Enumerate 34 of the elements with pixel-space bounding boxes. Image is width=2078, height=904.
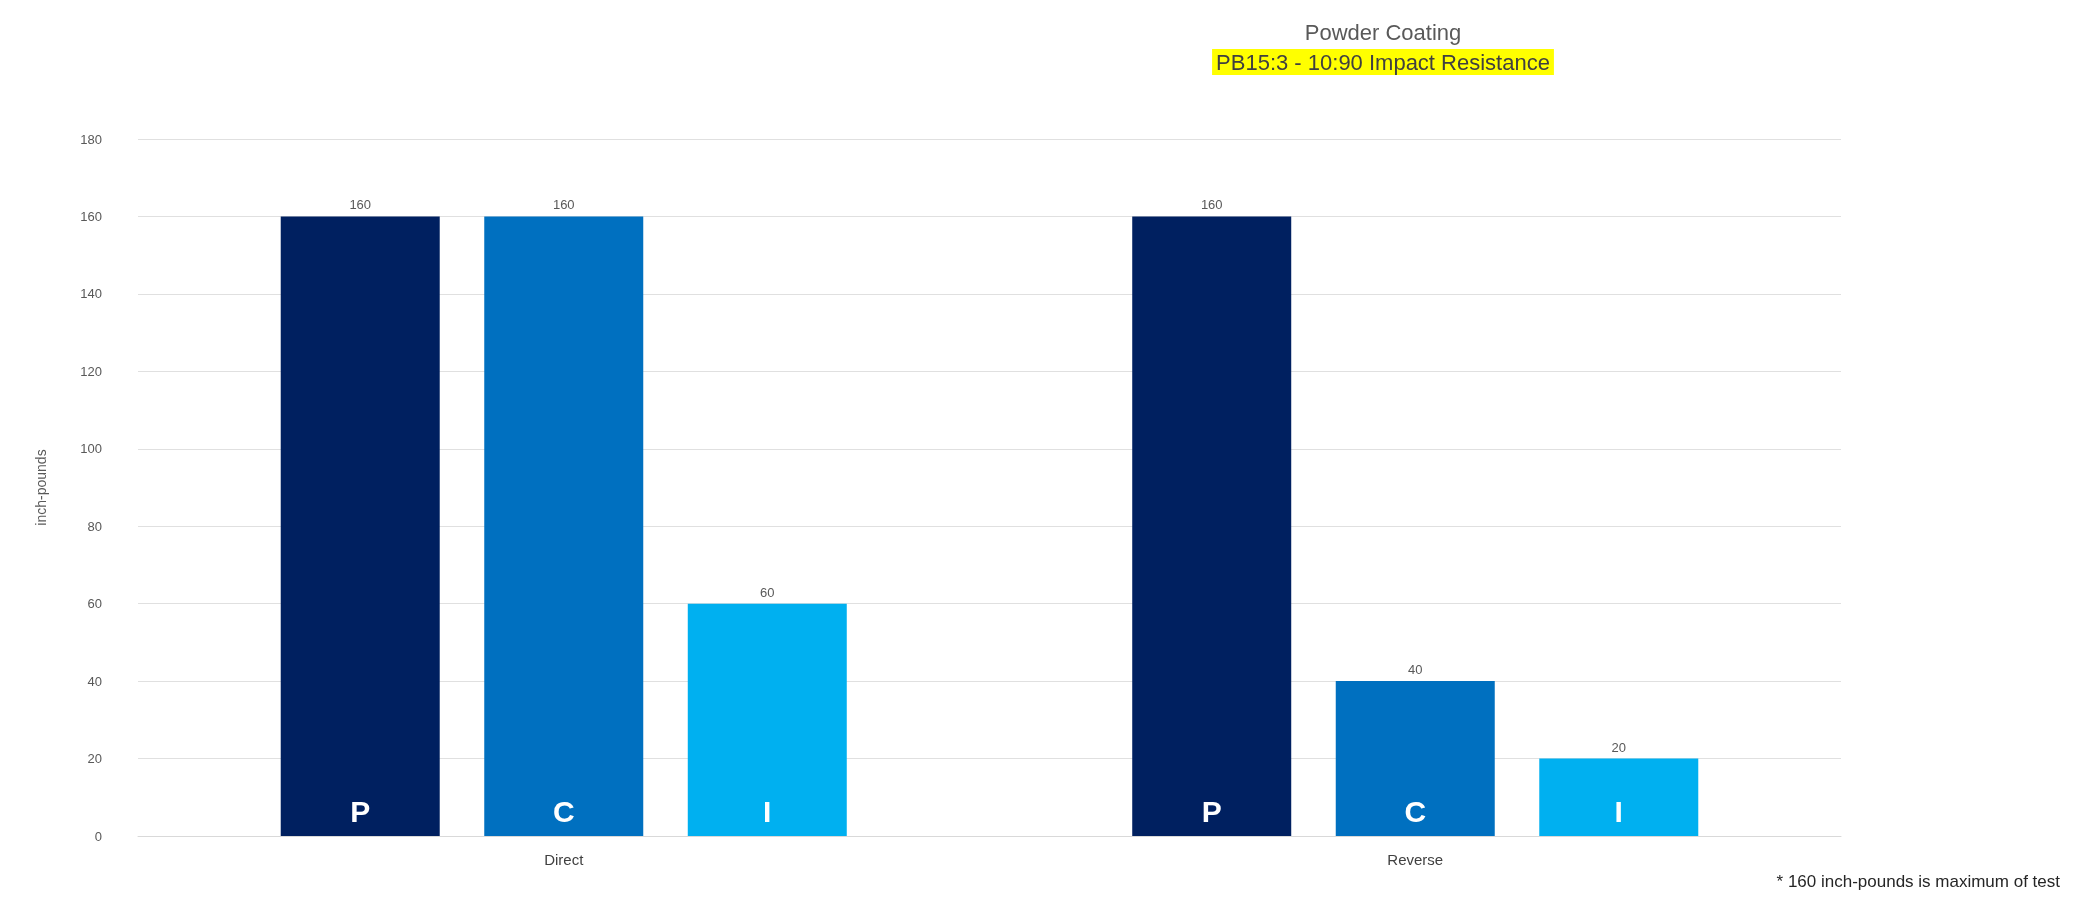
chart-title: Powder Coating <box>1304 19 1462 45</box>
data-label: 60 <box>760 584 775 600</box>
data-label: 160 <box>349 197 372 213</box>
x-tick-label: Reverse <box>1387 851 1444 868</box>
bar <box>1539 758 1699 836</box>
y-tick-label: 80 <box>87 518 102 534</box>
series-label: C <box>552 794 575 828</box>
text: P <box>1201 794 1222 828</box>
series-label: P <box>350 794 371 828</box>
x-tick-label: Direct <box>544 851 585 868</box>
series-label: I <box>763 794 772 828</box>
data-label: 20 <box>1611 739 1626 755</box>
y-axis-title: inch-pounds <box>33 449 49 526</box>
y-tick-label: 120 <box>80 363 102 379</box>
data-label: 160 <box>552 197 575 213</box>
y-tick-label: 20 <box>87 751 102 767</box>
y-tick-label: 60 <box>87 596 102 612</box>
text: I <box>1614 794 1623 828</box>
chart-subtitle: PB15:3 - 10:90 Impact Resistance <box>1216 49 1550 75</box>
bar <box>1335 681 1495 836</box>
text: * 160 inch-pounds is maximum of test <box>1776 872 2061 891</box>
y-tick-label: 140 <box>80 286 102 302</box>
bar <box>687 603 847 836</box>
y-tick-label: 100 <box>80 441 102 457</box>
bar <box>280 216 440 836</box>
y-tick-label: 0 <box>94 828 102 844</box>
y-tick-label: 160 <box>80 208 102 224</box>
bar <box>484 216 644 836</box>
bar <box>1132 216 1292 836</box>
data-label: 40 <box>1408 662 1423 678</box>
y-tick-label: 180 <box>80 131 102 147</box>
y-tick-label: 40 <box>87 673 102 689</box>
text: C <box>1404 794 1427 828</box>
data-label: 160 <box>1200 197 1223 213</box>
